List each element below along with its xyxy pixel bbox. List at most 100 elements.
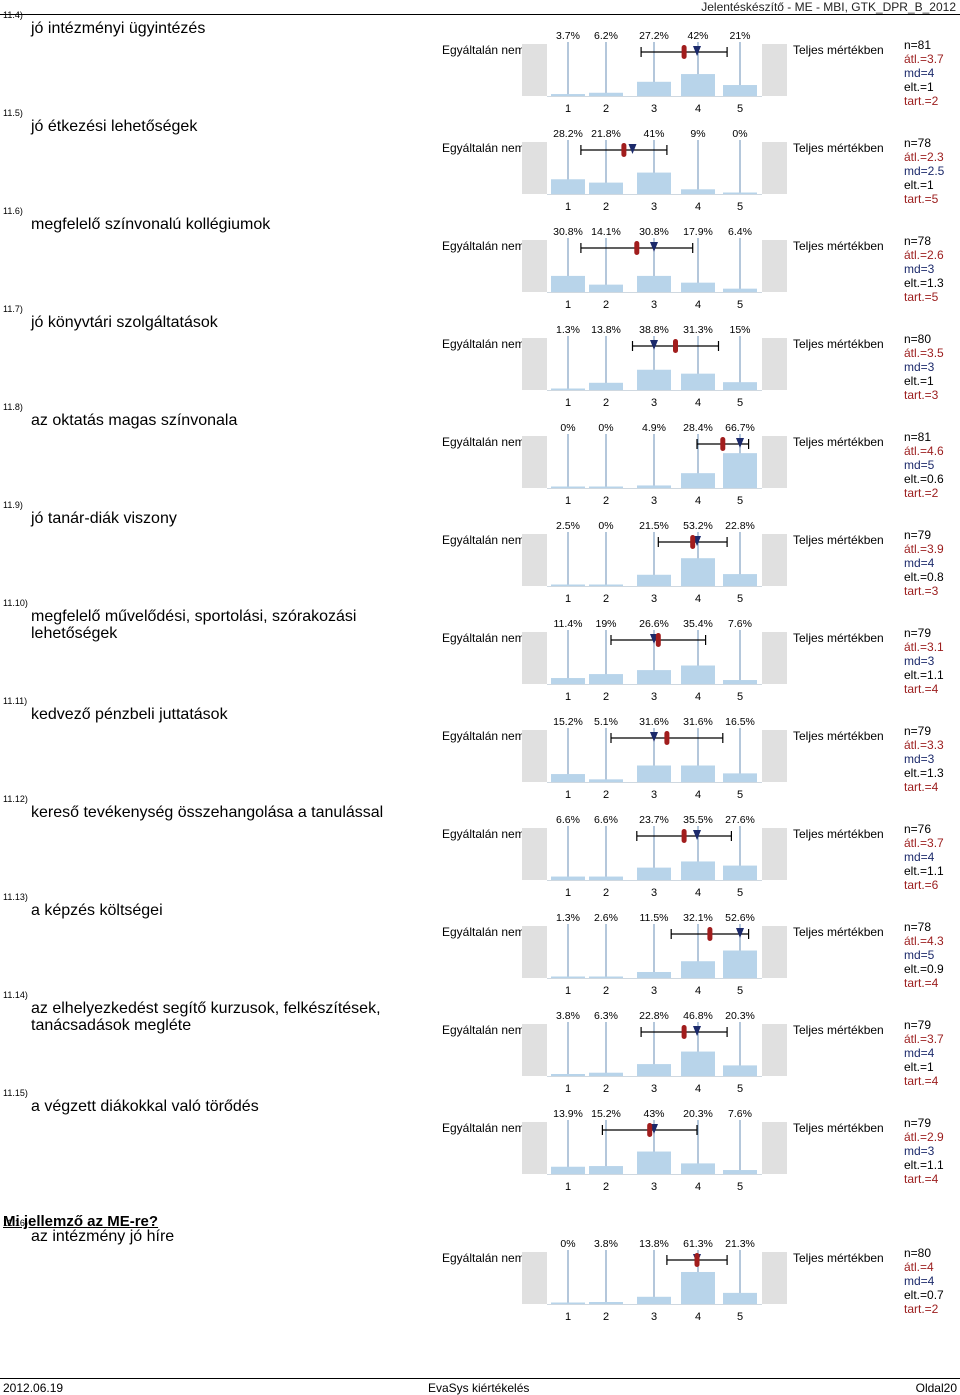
question-text: jó könyvtári szolgáltatások bbox=[31, 314, 218, 331]
percent-label: 4.9% bbox=[642, 422, 666, 434]
question-text: a képzés költségei bbox=[31, 902, 163, 919]
distribution-bar bbox=[637, 670, 671, 684]
question-number: 11.5) bbox=[3, 108, 23, 118]
mean-marker bbox=[664, 731, 670, 745]
percent-label: 52.6% bbox=[725, 912, 755, 924]
distribution-bar bbox=[637, 172, 671, 194]
scale-tick: 4 bbox=[695, 1181, 701, 1193]
scale-right-block bbox=[762, 338, 787, 390]
scale-tick: 2 bbox=[603, 593, 609, 605]
distribution-bar bbox=[551, 1074, 585, 1076]
distribution-bar bbox=[681, 665, 715, 684]
question-item: 11.10) megfelelő művelődési, sportolási, … bbox=[0, 588, 960, 703]
percent-label: 26.6% bbox=[639, 618, 669, 630]
scale-tick: 1 bbox=[565, 789, 571, 801]
distribution-bar bbox=[551, 774, 585, 782]
stat-range: tart.=5 bbox=[904, 290, 939, 304]
stat-range: tart.=3 bbox=[904, 388, 939, 402]
scale-tick: 3 bbox=[651, 593, 657, 605]
percent-label: 6.6% bbox=[594, 814, 618, 826]
stat-sd: elt.=1 bbox=[904, 80, 934, 94]
distribution-bar bbox=[589, 284, 623, 292]
scale-tick: 5 bbox=[737, 593, 743, 605]
distribution-chart: 15.2% 5.1% 31.6% 31.6% 16.5% 1 2 3 4 5 bbox=[547, 716, 762, 801]
stat-median: md=4 bbox=[904, 850, 935, 864]
header-divider bbox=[0, 14, 960, 15]
scale-tick: 1 bbox=[565, 593, 571, 605]
scale-tick: 4 bbox=[695, 789, 701, 801]
distribution-bar bbox=[589, 1302, 623, 1304]
stat-median: md=5 bbox=[904, 948, 935, 962]
stat-mean: átl.=4.3 bbox=[904, 934, 944, 948]
percent-label: 0% bbox=[598, 520, 613, 532]
scale-tick: 1 bbox=[565, 887, 571, 899]
scale-tick: 2 bbox=[603, 887, 609, 899]
percent-label: 28.4% bbox=[683, 422, 713, 434]
scale-right-label: Teljes mértékben bbox=[793, 337, 884, 351]
percent-label: 42% bbox=[687, 30, 708, 42]
percent-label: 31.6% bbox=[639, 716, 669, 728]
question-text: jó tanár-diák viszony bbox=[31, 510, 177, 527]
distribution-bar bbox=[723, 680, 757, 684]
scale-right-block bbox=[762, 1252, 787, 1304]
scale-tick: 5 bbox=[737, 103, 743, 115]
distribution-bar bbox=[589, 92, 623, 96]
question-number: 11.11) bbox=[3, 696, 28, 706]
scale-tick: 1 bbox=[565, 691, 571, 703]
stats-block: n=76 átl.=3.7 md=4 elt.=1.1 tart.=6 bbox=[904, 822, 944, 892]
stat-range: tart.=2 bbox=[904, 1302, 939, 1316]
distribution-bar bbox=[637, 1151, 671, 1174]
percent-label: 20.3% bbox=[683, 1108, 713, 1120]
scale-left-block bbox=[522, 240, 547, 292]
distribution-bar bbox=[681, 189, 715, 194]
scale-left-label: Egyáltalán nem bbox=[442, 1121, 525, 1135]
percent-label: 3.8% bbox=[594, 1238, 618, 1250]
scale-tick: 4 bbox=[695, 1311, 701, 1323]
question-text: az elhelyezkedést segítő kurzusok, felké… bbox=[31, 1000, 381, 1034]
scale-right-block bbox=[762, 828, 787, 880]
percent-label: 7.6% bbox=[728, 1108, 752, 1120]
distribution-bar bbox=[551, 1302, 585, 1304]
stat-sd: elt.=1 bbox=[904, 374, 934, 388]
scale-tick: 4 bbox=[695, 397, 701, 409]
percent-label: 2.5% bbox=[556, 520, 580, 532]
stat-n: n=81 bbox=[904, 430, 932, 444]
scale-tick: 5 bbox=[737, 495, 743, 507]
scale-tick: 1 bbox=[565, 1311, 571, 1323]
scale-left-label: Egyáltalán nem bbox=[442, 1251, 525, 1265]
question-text: kereső tevékenység összehangolása a tanu… bbox=[31, 804, 384, 821]
distribution-bar bbox=[589, 486, 623, 488]
question-item: 11.14) az elhelyezkedést segítő kurzusok,… bbox=[0, 980, 960, 1095]
scale-left-block bbox=[522, 926, 547, 978]
scale-tick: 5 bbox=[737, 1083, 743, 1095]
scale-left-block bbox=[522, 142, 547, 194]
stat-sd: elt.=0.9 bbox=[904, 962, 944, 976]
stats-block: n=80 átl.=3.5 md=3 elt.=1 tart.=3 bbox=[904, 332, 944, 402]
scale-tick: 4 bbox=[695, 1083, 701, 1095]
stat-sd: elt.=1 bbox=[904, 1060, 934, 1074]
question-item: 11.8) az oktatás magas színvonala Egyáltal… bbox=[0, 392, 960, 507]
percent-label: 20.3% bbox=[725, 1010, 755, 1022]
scale-tick: 1 bbox=[565, 299, 571, 311]
stats-block: n=81 átl.=4.6 md=5 elt.=0.6 tart.=2 bbox=[904, 430, 944, 500]
stat-sd: elt.=1.1 bbox=[904, 668, 944, 682]
percent-label: 35.4% bbox=[683, 618, 713, 630]
percent-label: 13.8% bbox=[591, 324, 621, 336]
percent-label: 21.8% bbox=[591, 128, 621, 140]
stat-n: n=79 bbox=[904, 1018, 932, 1032]
stat-median: md=4 bbox=[904, 1274, 935, 1288]
percent-label: 41% bbox=[643, 128, 664, 140]
stat-range: tart.=4 bbox=[904, 1172, 939, 1186]
percent-label: 21.3% bbox=[725, 1238, 755, 1250]
stat-n: n=80 bbox=[904, 332, 932, 346]
stats-block: n=78 átl.=2.3 md=2.5 elt.=1 tart.=5 bbox=[904, 136, 944, 206]
question-item: 11.15) a végzett diákokkal való törődés Eg… bbox=[0, 1078, 960, 1193]
percent-label: 1.3% bbox=[556, 324, 580, 336]
scale-tick: 4 bbox=[695, 495, 701, 507]
distribution-chart: 3.7% 6.2% 27.2% 42% 21% 1 2 3 4 5 bbox=[547, 30, 762, 115]
scale-left-block bbox=[522, 632, 547, 684]
percent-label: 1.3% bbox=[556, 912, 580, 924]
distribution-chart: 0% 0% 4.9% 28.4% 66.7% 1 2 3 4 5 bbox=[547, 422, 762, 507]
percent-label: 30.8% bbox=[553, 226, 583, 238]
percent-label: 21.5% bbox=[639, 520, 669, 532]
